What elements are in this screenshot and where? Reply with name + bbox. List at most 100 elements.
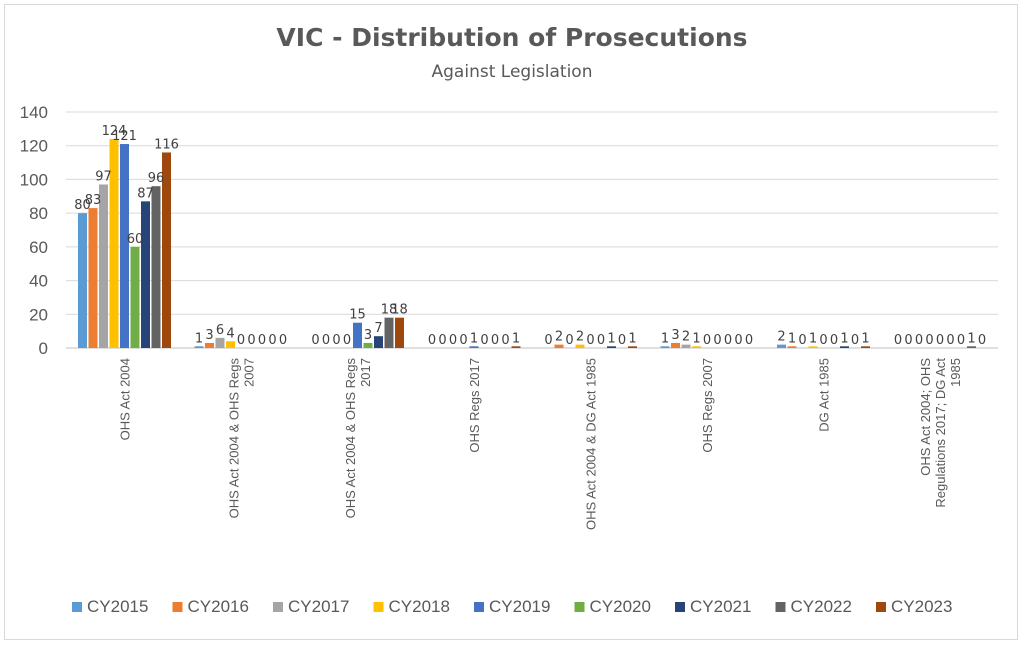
legend-label: CY2016	[188, 597, 249, 616]
x-tick-label: DG Act 1985	[816, 358, 831, 432]
x-tick-label: OHS Act 2004 & OHS Regs 2007	[226, 358, 256, 519]
bar	[99, 184, 108, 348]
data-label: 6	[216, 323, 224, 338]
x-tick-label-line: OHS Act 2004	[117, 358, 132, 440]
y-tick-label: 0	[39, 339, 48, 358]
bar	[840, 346, 849, 348]
x-tick-label-line: DG Act 1985	[816, 358, 831, 432]
data-label: 83	[85, 193, 102, 208]
data-label: 0	[798, 333, 806, 348]
bar	[808, 346, 818, 348]
bar	[141, 201, 150, 348]
data-label: 0	[904, 333, 912, 348]
legend-swatch	[574, 602, 585, 612]
bar	[671, 342, 680, 348]
data-label: 18	[381, 303, 398, 318]
data-label: 2	[682, 330, 690, 345]
data-label: 0	[597, 333, 605, 348]
data-label: 0	[332, 333, 340, 348]
data-label: 0	[819, 333, 827, 348]
data-label: 0	[343, 333, 351, 348]
legend-label: CY2015	[87, 597, 148, 616]
x-tick-label-line: OHS Act 2004; OHS	[918, 358, 933, 476]
data-label: 60	[127, 232, 144, 247]
data-label: 80	[74, 198, 91, 213]
bar	[469, 346, 479, 348]
y-tick-label: 140	[20, 103, 48, 122]
bar	[660, 346, 670, 348]
x-tick-label: OHS Regs 2017	[467, 358, 482, 453]
data-label: 3	[364, 328, 372, 343]
x-tick-label: OHS Act 2004	[117, 358, 132, 440]
bar	[575, 344, 585, 348]
bar	[162, 152, 171, 348]
bar	[194, 346, 204, 348]
data-label: 0	[946, 333, 954, 348]
data-label: 0	[449, 333, 457, 348]
data-label: 97	[95, 169, 112, 184]
data-label: 0	[438, 333, 446, 348]
data-label: 4	[226, 326, 234, 341]
chart-title: VIC - Distribution of Prosecutions	[276, 23, 747, 52]
data-label: 0	[745, 333, 753, 348]
bar	[681, 344, 691, 348]
data-label: 1	[861, 331, 869, 346]
data-label: 3	[671, 328, 679, 343]
legend-label: CY2020	[590, 597, 651, 616]
data-label: 1	[195, 331, 203, 346]
legend-swatch	[876, 602, 886, 612]
legend: CY2015 CY2016 CY2017 CY2018 CY2019 CY2020 CY20…	[72, 597, 952, 616]
x-tick-label-line: 1985	[948, 358, 963, 387]
bar	[205, 342, 214, 348]
gridlines	[66, 111, 998, 349]
data-label: 1	[512, 331, 520, 346]
y-tick-label: 60	[29, 238, 48, 257]
data-label: 2	[777, 330, 785, 345]
y-tick-label: 120	[20, 137, 48, 156]
legend-swatch	[675, 602, 685, 612]
data-label: 0	[724, 333, 732, 348]
bar	[215, 337, 225, 348]
chart-frame	[4, 4, 1018, 640]
bar	[151, 186, 161, 348]
bar	[692, 346, 701, 348]
data-label: 0	[322, 333, 330, 348]
bar	[130, 246, 140, 348]
legend-swatch	[273, 602, 283, 612]
bar	[78, 213, 87, 348]
legend-swatch	[72, 602, 82, 612]
bar	[384, 317, 394, 348]
data-label: 1	[628, 331, 636, 346]
data-label: 96	[148, 171, 165, 186]
legend-label: CY2022	[791, 597, 852, 616]
data-label: 116	[154, 137, 179, 152]
data-label: 0	[279, 333, 287, 348]
y-tick-label: 100	[20, 170, 48, 189]
x-tick-label-line: OHS Act 2004 & OHS Regs	[343, 358, 358, 519]
x-tick-label-line: 2007	[241, 358, 256, 387]
x-tick-label-line: OHS Regs 2007	[700, 358, 715, 453]
legend-label: CY2017	[288, 597, 349, 616]
data-label: 15	[349, 308, 366, 323]
data-label: 87	[137, 186, 154, 201]
data-label: 2	[576, 330, 584, 345]
bar	[787, 346, 797, 348]
data-label: 1	[661, 331, 669, 346]
data-label: 18	[391, 303, 408, 318]
x-tick-label: OHS Act 2004; OHS Regulations 2017; DG Ac…	[918, 358, 963, 508]
data-label: 7	[374, 321, 382, 336]
bar	[120, 144, 129, 348]
legend-label: CY2019	[489, 597, 550, 616]
data-label: 0	[459, 333, 467, 348]
y-tick-label: 40	[29, 272, 48, 291]
bar	[554, 344, 564, 348]
legend-label: CY2018	[389, 597, 450, 616]
data-label: 0	[957, 333, 965, 348]
chart-subtitle: Against Legislation	[432, 62, 593, 82]
data-label: 124	[102, 124, 127, 139]
data-label: 121	[112, 129, 137, 144]
data-label: 0	[915, 333, 923, 348]
data-label: 0	[703, 333, 711, 348]
